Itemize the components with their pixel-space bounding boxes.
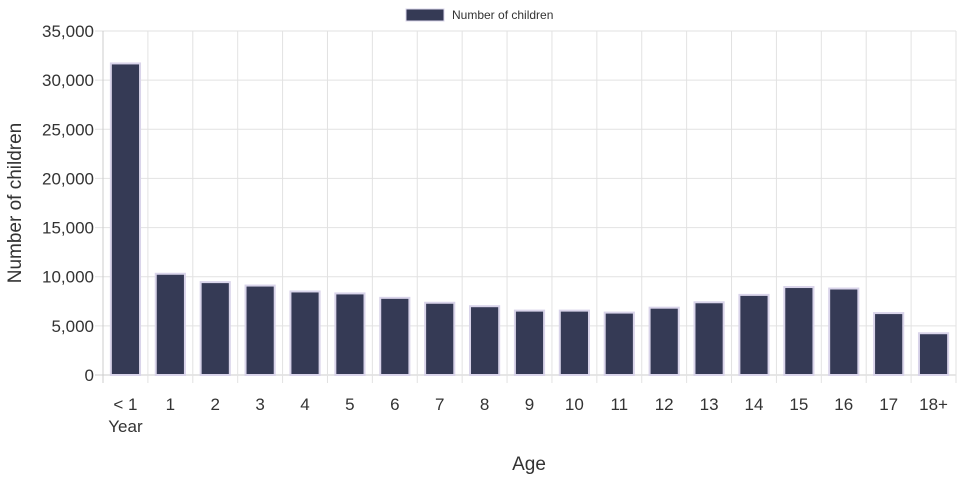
x-tick-label: 16	[834, 395, 853, 414]
x-tick-label: 5	[345, 395, 354, 414]
x-tick-label: 8	[480, 395, 489, 414]
x-tick-label: 4	[300, 395, 309, 414]
bar[interactable]	[154, 272, 186, 376]
y-tick-label: 0	[85, 366, 94, 385]
x-tick-label: 2	[211, 395, 220, 414]
x-tick-label: 1	[166, 395, 175, 414]
bar[interactable]	[873, 312, 905, 376]
y-tick-label: 30,000	[42, 71, 94, 90]
bar[interactable]	[199, 281, 231, 376]
bar[interactable]	[424, 301, 456, 377]
x-tick-label: 6	[390, 395, 399, 414]
bars	[109, 62, 950, 377]
bar[interactable]	[109, 62, 142, 376]
bar[interactable]	[513, 309, 546, 377]
bar[interactable]	[558, 309, 590, 377]
x-tick-label: 7	[435, 395, 444, 414]
y-tick-label: 35,000	[42, 22, 94, 41]
x-tick-label: 18+	[919, 395, 948, 414]
legend-swatch	[405, 8, 445, 22]
bar[interactable]	[289, 290, 321, 377]
y-tick-label: 20,000	[42, 169, 94, 188]
x-tick-label: 12	[655, 395, 674, 414]
bar[interactable]	[469, 305, 501, 377]
y-tick-label: 15,000	[42, 219, 94, 238]
x-tick-label: 17	[879, 395, 898, 414]
bar[interactable]	[648, 306, 680, 376]
bar[interactable]	[603, 311, 635, 376]
x-tick-label: 9	[525, 395, 534, 414]
x-tick-label: 14	[745, 395, 764, 414]
bar[interactable]	[334, 292, 366, 376]
grid-lines	[95, 30, 957, 383]
y-tick-label: 25,000	[42, 120, 94, 139]
y-tick-label: 5,000	[51, 317, 94, 336]
bar[interactable]	[783, 286, 815, 376]
y-axis-ticks: 0 5,000 10,000 15,000 20,000 25,000 30,000 35,0…	[42, 22, 94, 385]
bar[interactable]	[693, 301, 725, 377]
x-tick-label: 11	[610, 395, 628, 414]
x-tick-label: 3	[255, 395, 264, 414]
bar[interactable]	[379, 296, 411, 376]
y-tick-label: 10,000	[42, 268, 94, 287]
bar[interactable]	[738, 293, 770, 377]
bar[interactable]	[828, 287, 860, 377]
x-tick-label: 15	[789, 395, 808, 414]
bar[interactable]	[917, 332, 950, 377]
legend-label: Number of children	[452, 8, 553, 22]
x-axis-title: Age	[512, 454, 546, 475]
bar[interactable]	[244, 284, 276, 376]
x-tick-label: < 1 Year	[108, 395, 143, 436]
x-tick-label: 10	[565, 395, 584, 414]
legend[interactable]: Number of children	[405, 8, 553, 22]
y-axis-title: Number of children	[5, 123, 26, 284]
x-tick-label: 13	[700, 395, 719, 414]
